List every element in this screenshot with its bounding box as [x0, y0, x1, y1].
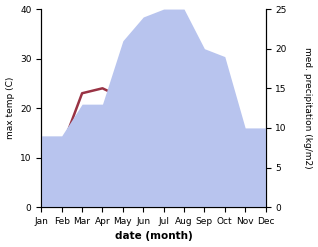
- X-axis label: date (month): date (month): [114, 231, 192, 242]
- Y-axis label: max temp (C): max temp (C): [5, 77, 15, 139]
- Y-axis label: med. precipitation (kg/m2): med. precipitation (kg/m2): [303, 47, 313, 169]
